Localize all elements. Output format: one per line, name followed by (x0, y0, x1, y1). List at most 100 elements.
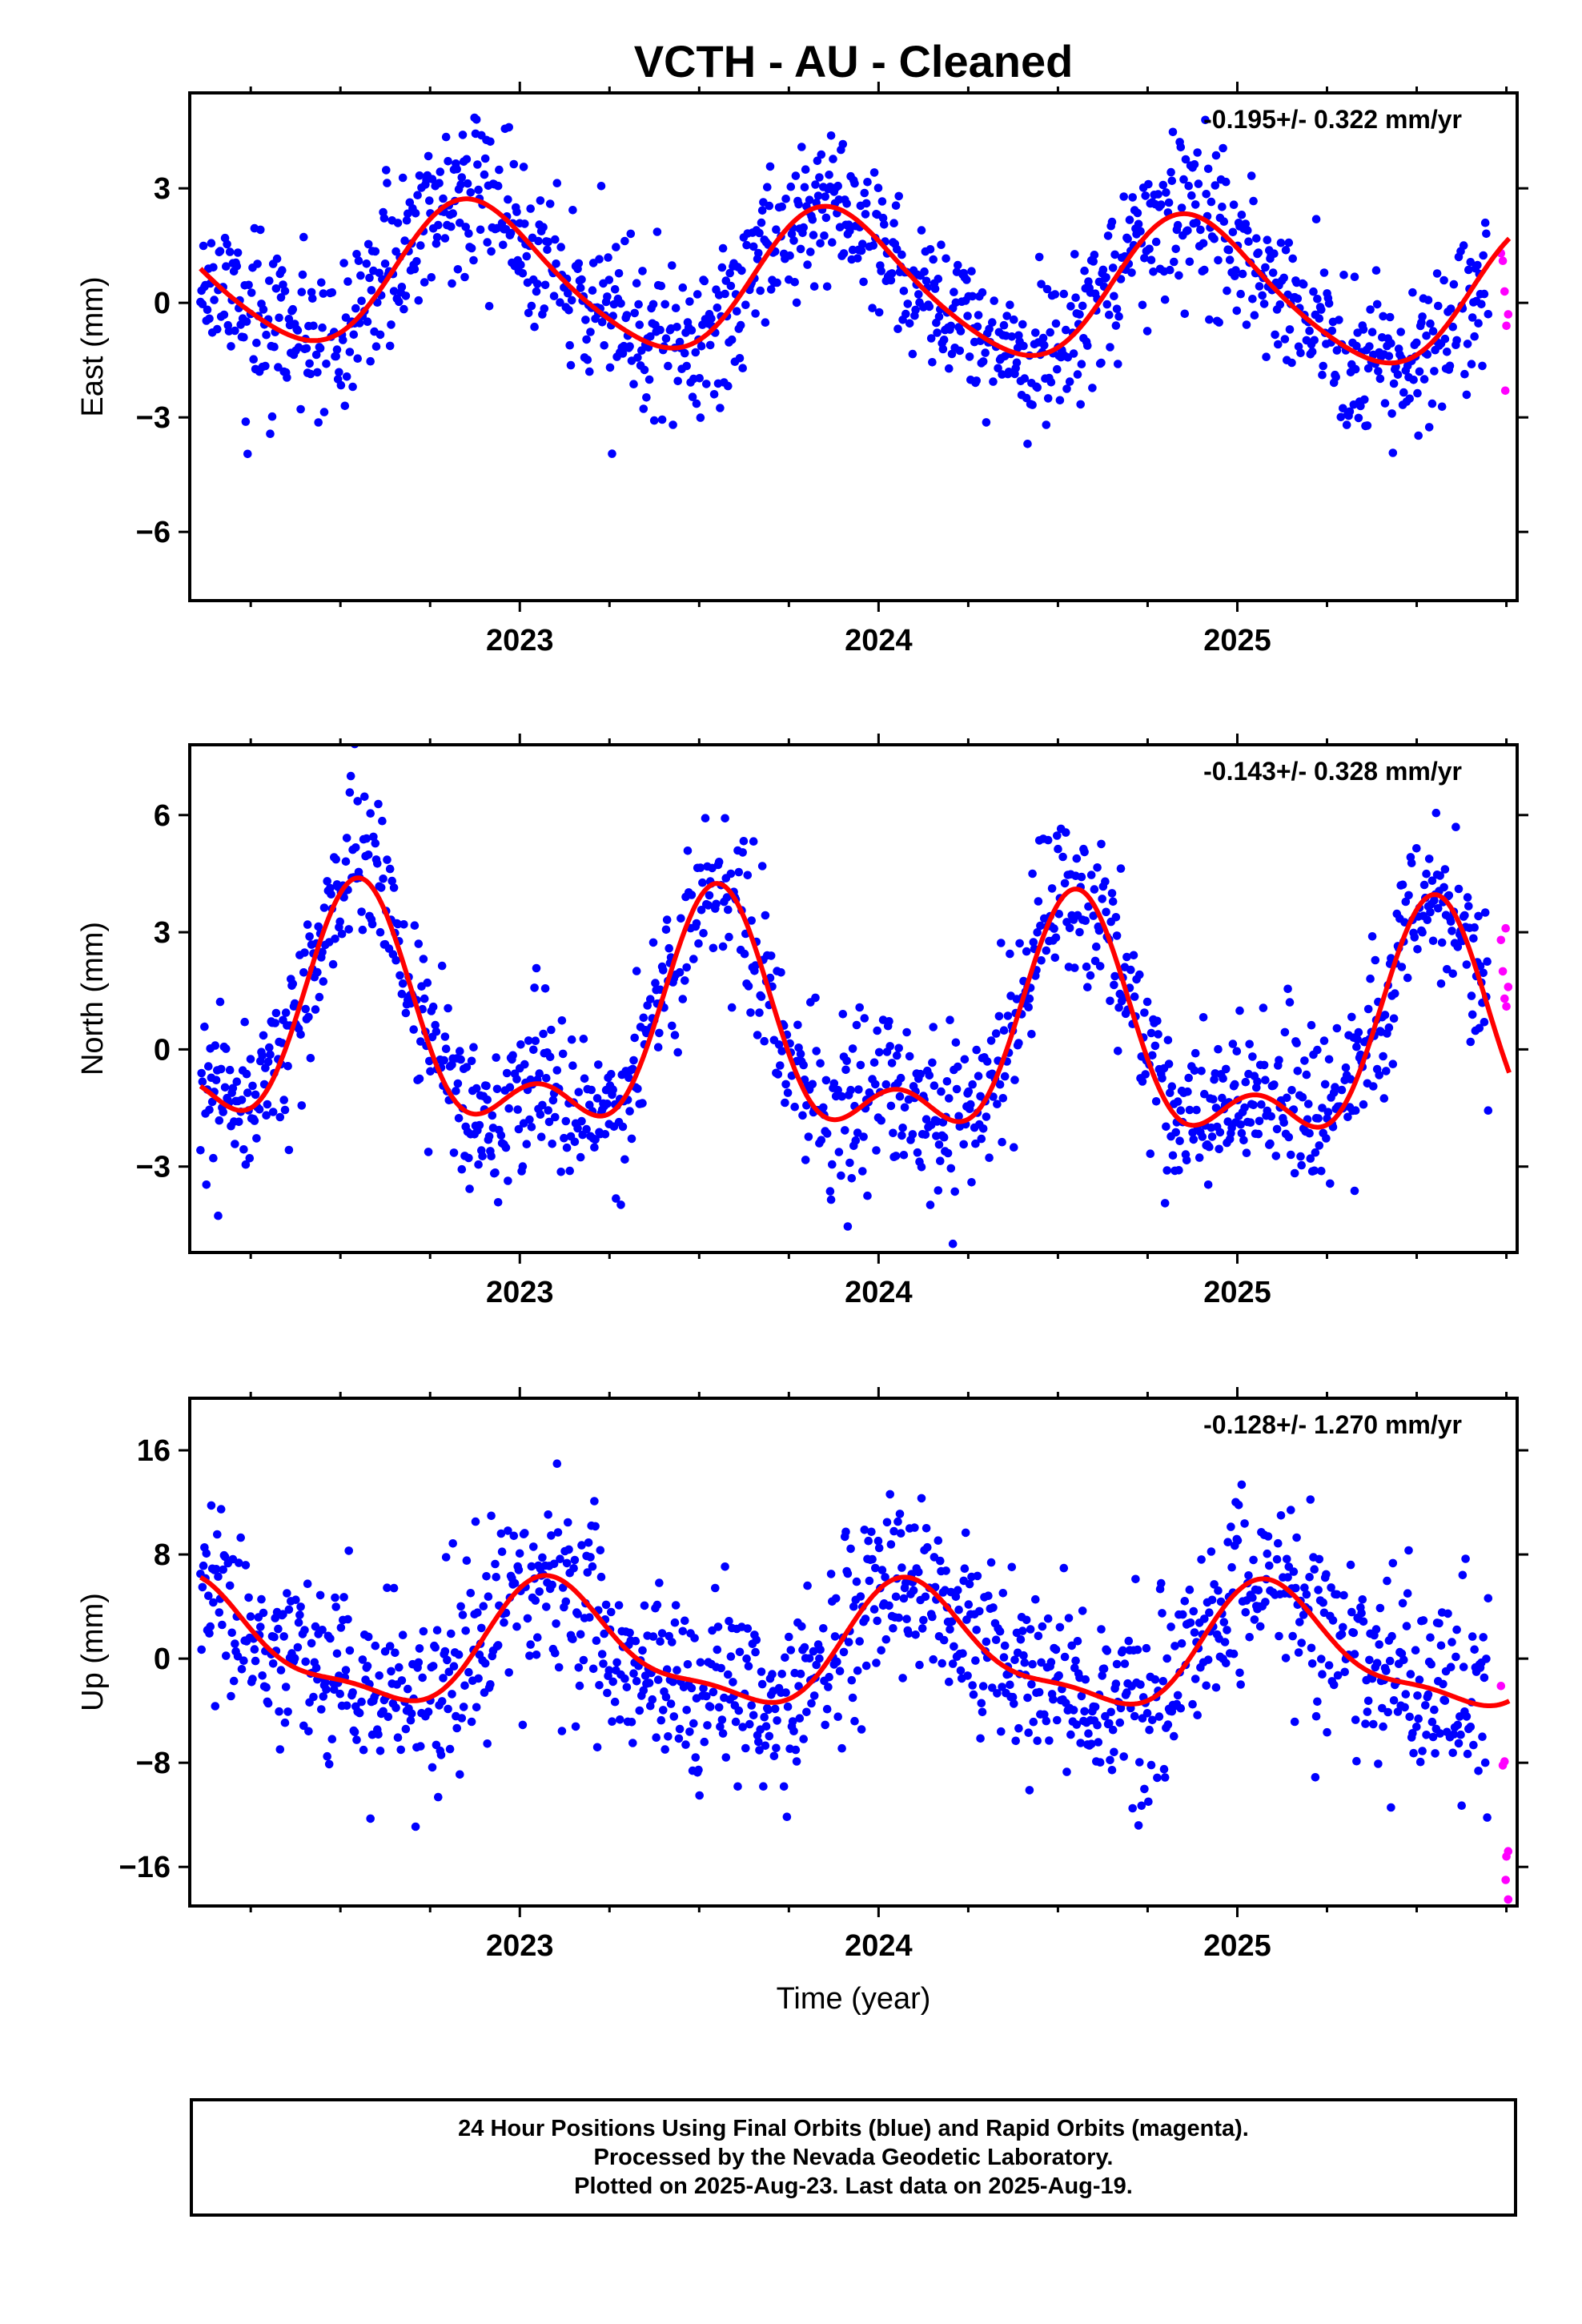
data-point (1426, 1633, 1435, 1642)
data-point (547, 1531, 556, 1540)
x-tick-label: 2025 (1203, 1929, 1271, 1963)
data-point (1107, 217, 1117, 227)
data-point (625, 1107, 634, 1116)
data-point (885, 1490, 894, 1499)
data-point (444, 157, 452, 166)
data-point (443, 1655, 452, 1665)
data-point (860, 188, 869, 198)
data-point (428, 175, 437, 183)
data-point (704, 901, 713, 910)
data-point (218, 1620, 227, 1630)
data-point (717, 1715, 727, 1724)
rapid-point (1501, 923, 1510, 933)
data-point (894, 1613, 903, 1622)
data-point (1106, 1755, 1114, 1765)
data-point (955, 346, 965, 356)
data-point (1484, 1106, 1493, 1115)
data-point (1236, 289, 1245, 299)
data-point (363, 317, 372, 327)
x-tick-label: 2023 (486, 624, 554, 657)
data-point (1311, 215, 1321, 224)
data-point (1436, 979, 1446, 988)
data-point (389, 883, 399, 892)
data-point (543, 245, 552, 255)
data-point (577, 1116, 586, 1126)
data-point (1069, 1706, 1078, 1715)
data-point (873, 183, 883, 192)
data-point (332, 345, 342, 354)
data-point (483, 1096, 492, 1104)
data-point (685, 297, 694, 306)
data-point (635, 1706, 644, 1715)
data-point (1480, 218, 1490, 227)
data-point (1426, 907, 1435, 917)
data-point (570, 1555, 580, 1565)
data-point (1019, 1651, 1028, 1660)
data-point (317, 1705, 326, 1714)
data-point (1314, 1114, 1323, 1123)
data-point (741, 1743, 750, 1753)
data-point (484, 1592, 493, 1601)
data-point (307, 287, 316, 297)
data-point (1014, 1723, 1023, 1733)
data-point (1236, 1120, 1245, 1129)
data-point (722, 893, 732, 902)
data-point (678, 1626, 688, 1636)
data-point (1176, 1106, 1186, 1115)
x-tick-label: 2023 (486, 1276, 554, 1309)
data-point (1229, 200, 1239, 209)
data-point (1065, 377, 1074, 386)
data-point (437, 961, 447, 971)
data-point (284, 1605, 294, 1614)
data-point (487, 1511, 496, 1521)
data-point (1458, 1570, 1468, 1580)
data-point (986, 1036, 996, 1045)
data-point (487, 1152, 496, 1160)
data-point (652, 227, 662, 236)
data-point (801, 165, 810, 174)
data-point (398, 173, 408, 183)
data-point (1319, 361, 1327, 371)
data-point (1071, 1656, 1080, 1666)
data-point (809, 231, 818, 239)
data-point (493, 1198, 503, 1207)
data-point (1144, 1797, 1153, 1807)
data-point (999, 1026, 1009, 1035)
data-point (857, 1725, 866, 1734)
data-point (1062, 1767, 1071, 1776)
data-point (506, 228, 516, 238)
data-point (592, 1094, 602, 1103)
data-point (252, 1134, 261, 1143)
data-point (1179, 175, 1188, 184)
data-point (899, 287, 909, 296)
data-point (813, 156, 822, 166)
data-point (1408, 1729, 1417, 1738)
data-point (1379, 1722, 1387, 1731)
data-point (387, 320, 396, 329)
data-point (1305, 1573, 1314, 1582)
data-point (1123, 235, 1132, 243)
data-point (1134, 1821, 1143, 1830)
rapid-point (1496, 1682, 1506, 1691)
data-point (855, 1003, 864, 1012)
data-point (568, 1061, 577, 1070)
data-point (1115, 1718, 1125, 1727)
data-point (881, 1573, 889, 1582)
data-point (1337, 1630, 1347, 1638)
data-point (387, 1667, 396, 1676)
data-point (1130, 992, 1139, 1001)
data-point (661, 300, 669, 309)
data-point (1279, 273, 1288, 283)
data-point (701, 814, 710, 822)
data-point (402, 215, 412, 225)
data-point (327, 1735, 337, 1743)
data-point (1209, 1095, 1218, 1104)
data-point (318, 323, 327, 332)
data-point (605, 363, 615, 372)
data-point (1249, 1555, 1258, 1565)
data-point (1028, 400, 1037, 409)
data-point (725, 932, 733, 942)
data-point (1345, 407, 1355, 416)
data-point (1311, 1711, 1321, 1721)
